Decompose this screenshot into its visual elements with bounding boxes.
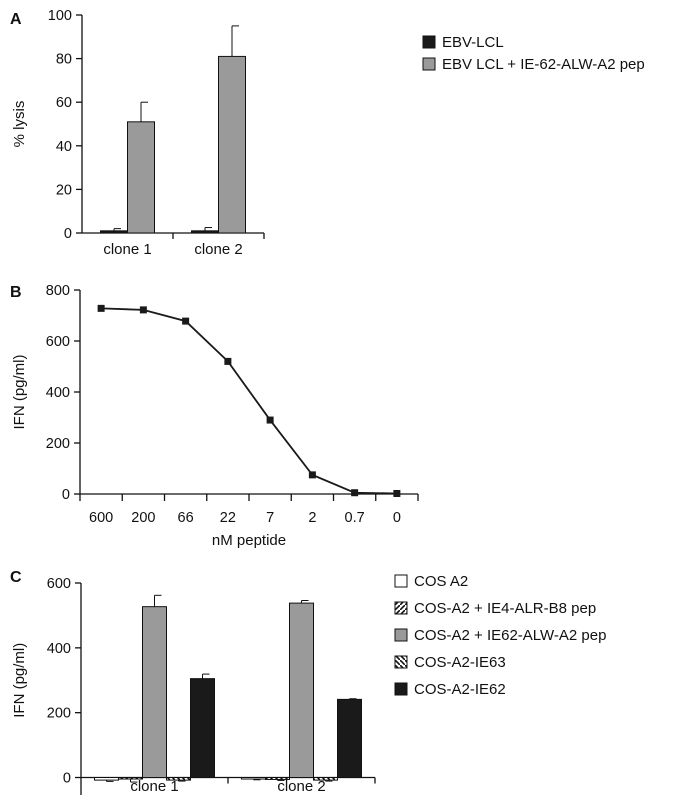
panel-b-label: B xyxy=(10,284,22,301)
panel-c-label: C xyxy=(10,569,22,586)
y-tick-label: 600 xyxy=(47,576,71,592)
legend-label: COS-A2-IE63 xyxy=(414,654,506,671)
y-tick-label: 600 xyxy=(46,334,70,350)
y-tick-label: 80 xyxy=(56,52,72,68)
bar xyxy=(265,777,290,780)
y-tick-label: 400 xyxy=(47,641,71,657)
bar xyxy=(313,777,338,781)
legend-swatch xyxy=(394,655,408,669)
y-tick-label: 200 xyxy=(47,706,71,722)
data-point xyxy=(351,489,359,497)
x-tick-label: clone 2 xyxy=(277,778,325,795)
data-point xyxy=(97,304,105,312)
x-tick-label: 66 xyxy=(178,510,194,526)
y-tick-label: 0 xyxy=(63,771,71,787)
x-tick-label: 2 xyxy=(308,510,316,526)
x-tick-label: 200 xyxy=(131,510,155,526)
bar xyxy=(218,55,246,234)
legend-swatch xyxy=(394,682,408,696)
data-point xyxy=(393,489,401,497)
data-point xyxy=(266,416,274,424)
y-axis-label: IFN (pg/ml) xyxy=(11,354,28,429)
x-tick-label: clone 1 xyxy=(103,241,151,258)
legend-label: COS A2 xyxy=(414,573,468,590)
y-tick-label: 20 xyxy=(56,182,72,198)
data-point xyxy=(139,306,147,314)
x-tick-label: 0.7 xyxy=(345,510,365,526)
y-tick-label: 400 xyxy=(46,385,70,401)
legend-swatch xyxy=(422,35,436,49)
y-axis-label: % lysis xyxy=(11,101,28,148)
legend-swatch xyxy=(394,574,408,588)
legend-swatch xyxy=(394,628,408,642)
bar xyxy=(289,602,314,779)
x-tick-label: clone 2 xyxy=(194,241,242,258)
panel-a-bar-chart: 0 20 40 60 80 100 % lysis clone 1 clone 2 EBV-LCL… xyxy=(11,8,645,258)
bar xyxy=(100,230,128,234)
legend-label: COS-A2 + IE62-ALW-A2 pep xyxy=(414,627,606,644)
x-tick-label: 600 xyxy=(89,510,113,526)
x-tick-label: 0 xyxy=(393,510,401,526)
y-tick-label: 0 xyxy=(62,487,70,503)
legend-label: EBV-LCL xyxy=(442,34,504,51)
y-tick-label: 60 xyxy=(56,95,72,111)
bar xyxy=(337,698,362,779)
legend-label: COS-A2 + IE4-ALR-B8 pep xyxy=(414,600,596,617)
x-tick-label: 7 xyxy=(266,510,274,526)
data-point xyxy=(224,357,232,365)
legend-label: COS-A2-IE62 xyxy=(414,681,506,698)
y-tick-label: 40 xyxy=(56,139,72,155)
data-point xyxy=(308,471,316,479)
y-tick-label: 0 xyxy=(64,226,72,242)
x-tick-label: clone 1 xyxy=(130,778,178,795)
legend-swatch xyxy=(394,601,408,615)
bar xyxy=(94,777,119,781)
data-point xyxy=(182,317,190,325)
x-tick-label: 22 xyxy=(220,510,236,526)
bar xyxy=(118,777,143,780)
bar xyxy=(191,230,219,234)
y-tick-label: 100 xyxy=(48,8,72,24)
panel-a-label: A xyxy=(10,11,22,28)
panel-b-line-chart: 0 200 400 600 800 600 200 66 22 7 2 0.7 0 nM peptide I… xyxy=(11,283,419,549)
y-tick-label: 800 xyxy=(46,283,70,299)
legend-label: EBV LCL + IE-62-ALW-A2 pep xyxy=(442,56,645,73)
bar xyxy=(241,777,266,780)
x-axis-label: nM peptide xyxy=(212,532,286,549)
series-line xyxy=(101,307,397,495)
bar xyxy=(127,121,155,234)
y-tick-label: 200 xyxy=(46,436,70,452)
bar xyxy=(190,678,215,779)
legend-swatch xyxy=(422,57,436,71)
panel-c-bar-chart: 0 200 400 600 IFN (pg/ml) clone 1 clone 2 COS A… xyxy=(11,573,606,795)
bar xyxy=(166,777,191,781)
y-axis-label: IFN (pg/ml) xyxy=(11,643,28,718)
bar xyxy=(142,606,167,779)
